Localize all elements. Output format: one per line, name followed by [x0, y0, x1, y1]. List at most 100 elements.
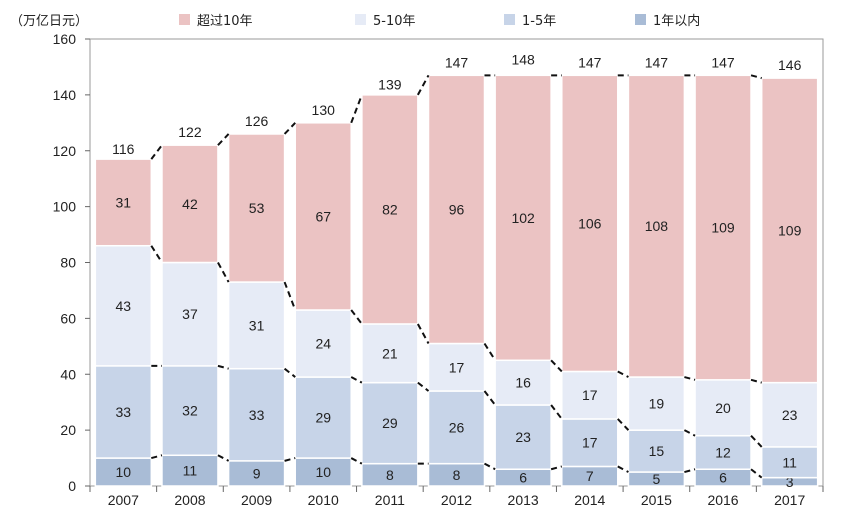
chart-legend: 超过10年 5-10年 1-5年 1年以内 — [0, 10, 864, 30]
bar-value-label: 20 — [715, 400, 731, 416]
bar-value-label: 109 — [711, 220, 735, 236]
bar-value-label: 23 — [782, 407, 798, 423]
bar-segment — [227, 281, 286, 370]
bar-value-label: 8 — [386, 467, 394, 483]
y-axis-tick-label: 60 — [60, 310, 76, 326]
series-connector-line — [150, 144, 163, 160]
bar-value-label: 11 — [782, 454, 797, 470]
series-connector-line — [483, 342, 496, 361]
bar-segment — [694, 379, 752, 437]
x-axis-tick-label: 2013 — [508, 492, 539, 508]
series-connector-line — [484, 462, 496, 471]
bar-value-label: 43 — [116, 298, 132, 314]
bar-segment — [694, 434, 752, 470]
y-axis-tick-label: 20 — [60, 422, 76, 438]
bar-segment — [361, 323, 419, 384]
y-axis-unit-label: （万亿日元） — [10, 14, 89, 29]
bar-value-label: 106 — [578, 215, 602, 231]
bar-value-label: 26 — [449, 419, 465, 435]
bar-value-label: 108 — [645, 218, 669, 234]
series-connector-line — [750, 435, 763, 448]
bar-value-label: 67 — [315, 208, 331, 224]
bar-segment — [760, 77, 819, 384]
bar-value-label: 11 — [183, 463, 198, 479]
bar-value-label: 5 — [653, 471, 661, 487]
series-connector-line — [683, 429, 696, 437]
bar-total-label: 130 — [312, 102, 336, 118]
bar-value-label: 6 — [719, 470, 727, 486]
series-connector-line — [684, 468, 696, 473]
bar-value-label: 33 — [116, 404, 132, 420]
bar-value-label: 23 — [515, 429, 531, 445]
legend-item-1-5y: 1-5年 — [503, 10, 556, 29]
bar-segment — [227, 367, 286, 462]
bar-segment — [294, 309, 352, 378]
bar-segment — [561, 418, 619, 468]
bar-segment — [427, 74, 486, 345]
bar-total-label: 147 — [645, 54, 669, 70]
bar-value-label: 53 — [249, 200, 265, 216]
bar-value-label: 12 — [715, 444, 731, 460]
bar-value-label: 17 — [582, 435, 598, 451]
x-axis-tick-label: 2012 — [441, 492, 472, 508]
bar-value-label: 33 — [249, 407, 265, 423]
bar-segment — [427, 390, 486, 465]
bar-value-label: 42 — [182, 196, 198, 212]
x-axis-tick-label: 2014 — [574, 492, 605, 508]
series-connector-line — [150, 245, 163, 264]
bar-segment — [561, 370, 619, 420]
bar-segment — [561, 74, 619, 373]
y-axis-tick-label: 0 — [68, 478, 76, 494]
bar-segment — [494, 404, 552, 470]
bar-total-label: 147 — [445, 54, 469, 70]
bar-segment — [427, 342, 486, 392]
bar-segment — [294, 122, 352, 311]
bar-value-label: 17 — [582, 387, 598, 403]
series-connector-line — [550, 404, 563, 420]
series-connector-line — [617, 370, 629, 378]
series-connector-line — [617, 418, 630, 431]
bar-segment — [294, 457, 352, 487]
bar-segment — [361, 381, 419, 465]
series-connector-line — [151, 454, 163, 460]
series-connector-line — [283, 122, 296, 135]
legend-item-over-10y: 超过10年 — [178, 10, 253, 29]
series-connector-line — [750, 468, 763, 479]
y-axis-tick-label: 140 — [53, 87, 77, 103]
bar-value-label: 19 — [649, 396, 665, 412]
series-connector-line — [416, 74, 430, 96]
bar-total-label: 148 — [511, 52, 535, 68]
y-axis-tick-label: 40 — [60, 366, 76, 382]
y-axis-tick-label: 100 — [53, 199, 77, 215]
y-axis-tick-label: 80 — [60, 255, 76, 271]
legend-swatch-1-5y — [503, 13, 516, 26]
bar-value-label: 24 — [315, 336, 331, 352]
bar-value-label: 29 — [315, 410, 331, 426]
x-axis-tick-label: 2010 — [308, 492, 339, 508]
bar-segment — [760, 446, 819, 479]
legend-label-1-5y: 1-5年 — [522, 14, 557, 29]
legend-swatch-5-10y — [354, 13, 367, 26]
x-axis-tick-label: 2016 — [707, 492, 738, 508]
bar-segment — [760, 381, 819, 448]
bar-value-label: 102 — [511, 210, 535, 226]
series-connector-line — [684, 376, 696, 381]
bar-segment — [361, 94, 419, 325]
series-connector-line — [217, 133, 230, 146]
bar-value-label: 10 — [116, 464, 132, 480]
legend-label-within-1y: 1年以内 — [653, 14, 701, 29]
bar-value-label: 6 — [519, 470, 527, 486]
series-connector-line — [416, 323, 430, 344]
bar-segment — [294, 376, 352, 459]
bar-total-label: 146 — [778, 57, 802, 73]
bar-value-label: 31 — [249, 317, 265, 333]
y-axis-tick-label: 160 — [53, 31, 77, 47]
bar-segment — [161, 144, 219, 264]
series-connector-line — [350, 457, 363, 465]
bar-value-label: 7 — [586, 468, 594, 484]
bar-value-label: 21 — [382, 345, 398, 361]
bar-segment — [94, 244, 153, 367]
series-connector-line — [283, 367, 296, 378]
bar-value-label: 29 — [382, 415, 398, 431]
